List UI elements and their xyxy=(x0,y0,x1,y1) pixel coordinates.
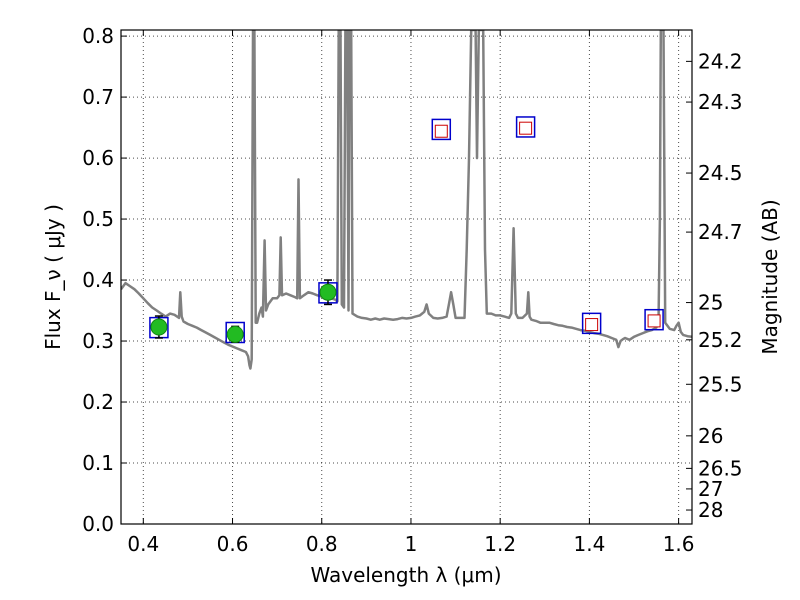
y-tick-label: 0.2 xyxy=(82,390,114,414)
right-tick-label: 26 xyxy=(698,424,723,448)
upper-limit-square xyxy=(647,314,661,328)
y-tick-label: 0.1 xyxy=(82,451,114,475)
grid-lines xyxy=(121,30,692,525)
right-tick-label: 28 xyxy=(698,498,723,522)
y-tick-label: 0.7 xyxy=(82,85,114,109)
x-tick-label: 1.2 xyxy=(484,532,516,556)
y-axis-label: Flux F_ν ( μJy ) xyxy=(41,204,65,350)
upper-limit-square xyxy=(519,121,533,135)
x-tick-label: 1.6 xyxy=(663,532,695,556)
y-tick-label: 0.0 xyxy=(82,512,114,536)
y-tick-label: 0.8 xyxy=(82,24,114,48)
right-axis-label: Magnitude (AB) xyxy=(758,199,782,354)
x-tick-label: 1.4 xyxy=(573,532,605,556)
model-photometry-square xyxy=(581,312,602,335)
x-tick-label: 1 xyxy=(405,532,418,556)
x-tick-label: 0.4 xyxy=(127,532,159,556)
right-tick-label: 25.2 xyxy=(698,328,743,352)
observed-point xyxy=(150,318,168,336)
model-photometry-square xyxy=(644,308,664,331)
right-tick-label: 24.5 xyxy=(698,161,743,185)
model-photometry-square xyxy=(431,118,452,141)
x-tick-label: 0.6 xyxy=(217,532,249,556)
observed-point xyxy=(226,325,244,343)
plot-frame xyxy=(120,29,693,525)
y-tick-label: 0.5 xyxy=(82,207,114,231)
right-tick-label: 24.2 xyxy=(698,49,743,73)
x-tick-label: 0.8 xyxy=(306,532,338,556)
observed-point xyxy=(319,283,337,301)
x-axis-label: Wavelength λ (μm) xyxy=(310,563,501,587)
right-tick-label: 26.5 xyxy=(698,456,743,480)
axis-ticks: 0.4 0.6 0.8 1 1.2 1.4 1.6 0.0 0.1 0.2 0.3 0.4 0.5 0.6… xyxy=(82,24,742,556)
photometry-markers xyxy=(149,116,664,344)
right-tick-label: 25.5 xyxy=(698,372,743,396)
upper-limit-square xyxy=(585,318,599,332)
right-tick-label: 24.7 xyxy=(698,220,743,244)
y-tick-label: 0.3 xyxy=(82,329,114,353)
model-photometry-square xyxy=(515,116,536,138)
y-tick-label: 0.6 xyxy=(82,146,114,170)
y-tick-label: 0.4 xyxy=(82,268,114,292)
right-tick-label: 27 xyxy=(698,477,723,501)
model-spectrum-line xyxy=(121,30,692,370)
model-spectrum-layer xyxy=(121,30,692,370)
right-tick-label: 25 xyxy=(698,291,723,315)
right-tick-label: 24.3 xyxy=(698,90,743,114)
upper-limit-square xyxy=(434,124,448,138)
